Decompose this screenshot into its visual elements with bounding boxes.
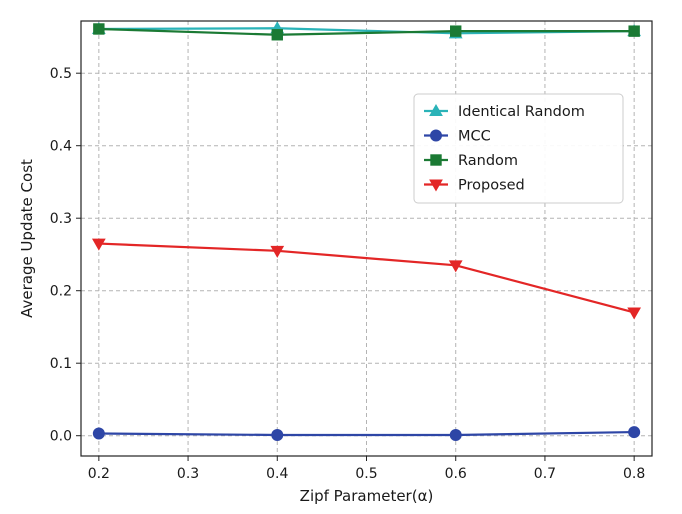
legend-box xyxy=(413,93,624,204)
legend-label-random: Random xyxy=(458,153,518,169)
y-tick-label: 0.4 xyxy=(50,139,72,155)
legend-label-proposed: Proposed xyxy=(458,178,525,194)
y-tick-label: 0.1 xyxy=(50,356,72,372)
legend-label-identical-random: Identical Random xyxy=(458,104,585,120)
grid xyxy=(81,21,652,456)
series-line-random xyxy=(98,27,635,36)
data-point-mcc xyxy=(628,426,641,439)
legend-marker-mcc xyxy=(430,129,442,142)
data-point-mcc xyxy=(271,428,284,441)
data-point-proposed xyxy=(91,238,106,251)
legend: Identical Random MCC Random Proposed xyxy=(413,93,624,204)
data-point-proposed xyxy=(448,260,463,273)
x-tick-label: 0.8 xyxy=(623,466,645,482)
y-axis-ticks: 0.0 0.1 0.2 0.3 0.4 0.5 xyxy=(50,66,81,445)
x-tick-label: 0.6 xyxy=(445,466,467,482)
series-line-mcc xyxy=(98,430,635,437)
legend-marker-identical-random xyxy=(429,103,443,116)
x-tick-label: 0.2 xyxy=(88,466,110,482)
x-tick-label: 0.5 xyxy=(355,466,377,482)
series-mcc xyxy=(92,426,641,441)
y-tick-label: 0.0 xyxy=(50,429,72,445)
data-point-proposed xyxy=(270,245,285,258)
x-tick-label: 0.4 xyxy=(266,466,288,482)
data-point-mcc xyxy=(92,427,105,440)
x-axis-ticks: 0.2 0.3 0.4 0.5 0.6 0.7 0.8 xyxy=(88,456,645,482)
data-point-random xyxy=(628,25,640,37)
x-axis-label: Zipf Parameter(α) xyxy=(300,487,434,505)
series-layer xyxy=(91,21,642,441)
y-tick-label: 0.2 xyxy=(50,284,72,300)
series-random xyxy=(93,23,640,41)
y-tick-label: 0.3 xyxy=(50,211,72,227)
legend-label-mcc: MCC xyxy=(458,129,491,145)
y-axis-label: Average Update Cost xyxy=(18,159,36,318)
data-point-random xyxy=(450,25,462,37)
series-proposed xyxy=(91,238,642,320)
legend-marker-proposed xyxy=(429,179,443,192)
x-tick-label: 0.7 xyxy=(534,466,556,482)
data-point-random xyxy=(93,23,105,35)
x-tick-label: 0.3 xyxy=(177,466,199,482)
data-point-mcc xyxy=(449,428,462,441)
data-point-random xyxy=(271,29,283,41)
plot-frame xyxy=(80,20,653,457)
legend-marker-random xyxy=(430,154,442,166)
series-line-proposed xyxy=(98,242,635,314)
data-point-proposed xyxy=(627,307,642,320)
y-tick-label: 0.5 xyxy=(50,66,72,82)
